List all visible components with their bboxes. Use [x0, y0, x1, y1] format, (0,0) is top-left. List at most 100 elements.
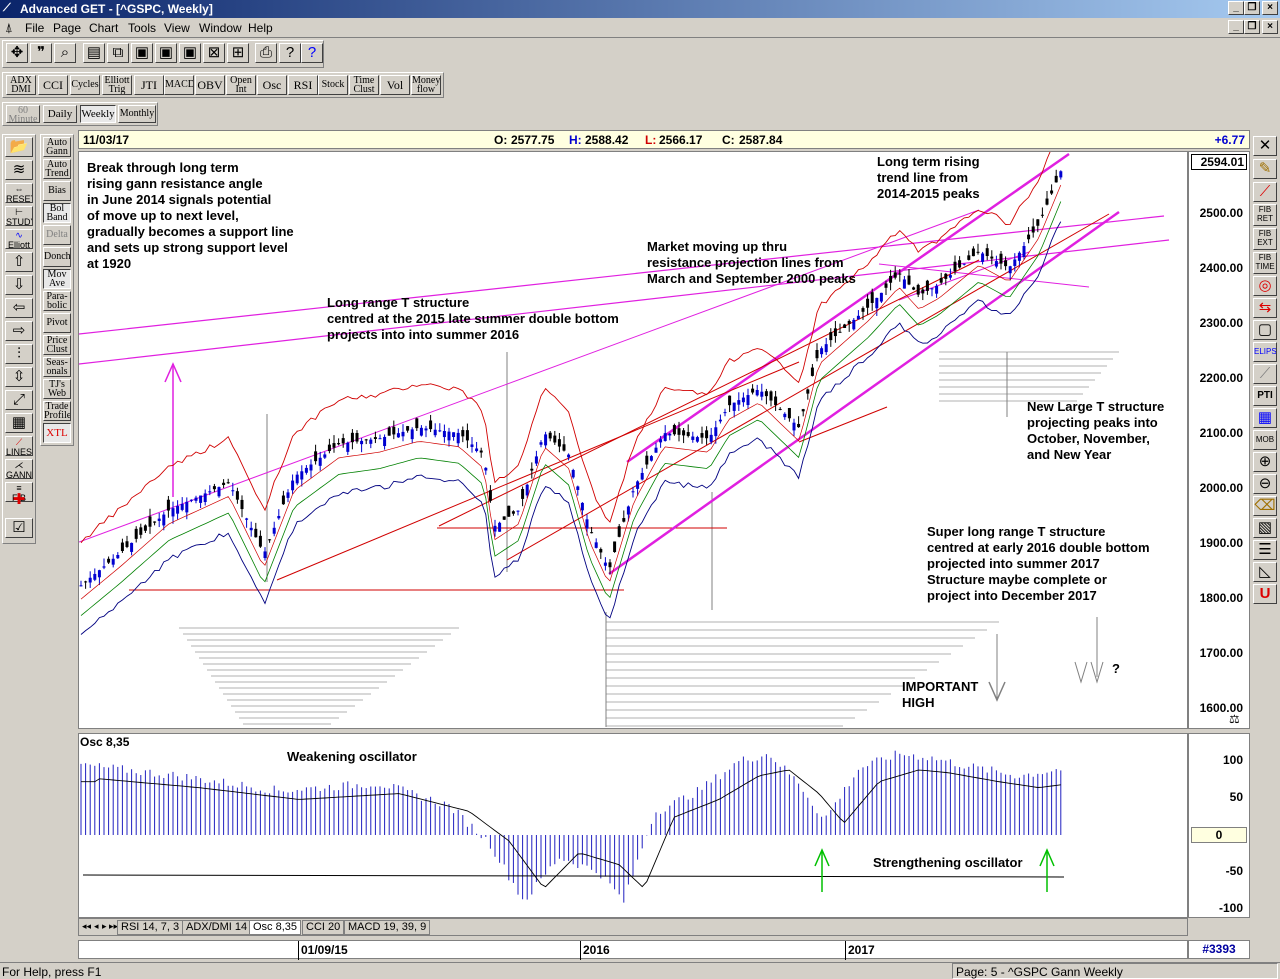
pencil-icon[interactable]: ✎: [1253, 159, 1277, 179]
close-button[interactable]: ×: [1262, 1, 1278, 15]
open-folder-icon[interactable]: 📂: [5, 137, 33, 157]
price-axis[interactable]: 2594.01 2500.00 2400.00 2300.00 2200.00 2100…: [1188, 151, 1250, 729]
grid-blue-icon[interactable]: ▦: [1253, 408, 1277, 428]
eraser-icon[interactable]: ⌫: [1253, 496, 1277, 516]
window-a-icon[interactable]: ▣: [131, 43, 153, 63]
context-help-icon[interactable]: ?: [301, 43, 323, 63]
study-cycles-button[interactable]: Cycles: [70, 75, 100, 95]
tab-osc[interactable]: Osc 8,35: [249, 920, 302, 935]
grid-icon[interactable]: ▦: [5, 413, 33, 433]
study-stock-button[interactable]: Stock: [318, 75, 348, 95]
study-time-clust-button[interactable]: Time Clust: [349, 75, 379, 95]
reset-button[interactable]: ⇔RESET: [5, 183, 33, 203]
study-bol-band[interactable]: Bol Band: [43, 203, 71, 223]
line-draw-icon[interactable]: ⟋: [1253, 182, 1277, 202]
study-auto-trend[interactable]: Auto Trend: [43, 159, 71, 179]
copy-icon[interactable]: ⧉: [107, 43, 129, 63]
timeframe-daily[interactable]: Daily: [43, 105, 77, 123]
study-bias[interactable]: Bias: [43, 181, 71, 201]
timeframe-monthly[interactable]: Monthly: [118, 105, 156, 123]
brush-icon[interactable]: ⟋: [1253, 364, 1277, 384]
tab-rsi[interactable]: RSI 14, 7, 3: [117, 920, 184, 935]
print-icon[interactable]: ⎙: [255, 43, 277, 63]
zoom-out-icon[interactable]: ⊖: [1253, 474, 1277, 494]
menu-page[interactable]: Page: [53, 21, 82, 35]
restore-button[interactable]: ❐: [1244, 1, 1260, 15]
timeframe-60-minute[interactable]: 60 Minute: [6, 105, 40, 123]
study-money-flow-button[interactable]: Money flow: [411, 75, 441, 95]
elliott-tool-button[interactable]: ∿ Elliott: [5, 229, 33, 249]
study-xtl[interactable]: XTL: [43, 423, 71, 443]
timeframe-weekly[interactable]: Weekly: [80, 105, 116, 123]
study-adx-button[interactable]: ADX DMI: [6, 75, 36, 95]
tab-scroll-first-icon[interactable]: ◂◂: [82, 921, 92, 931]
axis-gann-icon[interactable]: ⚖: [1229, 712, 1240, 726]
properties-icon[interactable]: ☑: [5, 518, 33, 538]
menu-help[interactable]: Help: [248, 21, 273, 35]
minimize-button[interactable]: _: [1228, 1, 1244, 15]
arrow-down-icon[interactable]: ⇩: [5, 275, 33, 295]
study-elliott-trig-button[interactable]: Elliott Trig: [102, 75, 132, 95]
gann-tool-button[interactable]: ⋌ GANN: [5, 459, 33, 479]
study-auto-gann[interactable]: Auto Gann: [43, 137, 71, 157]
menu-view[interactable]: View: [164, 21, 190, 35]
tab-scroll-right-icon[interactable]: ▸: [102, 921, 107, 931]
tab-scroll-left-icon[interactable]: ◂: [94, 921, 99, 931]
tab-adx-dmi[interactable]: ADX/DMI 14: [182, 920, 252, 935]
study-mov-ave[interactable]: Mov Ave: [43, 269, 71, 289]
scale-icon[interactable]: ⇳: [5, 367, 33, 387]
zoom-icon[interactable]: ⌕: [54, 43, 76, 63]
doc-restore-button[interactable]: ❐: [1244, 20, 1260, 34]
study-parabolic[interactable]: Para-bolic: [43, 291, 71, 311]
arrow-right-icon[interactable]: ⇨: [5, 321, 33, 341]
grid-icon[interactable]: ⊞: [227, 43, 249, 63]
pattern-icon[interactable]: ▧: [1253, 518, 1277, 538]
lines-tool-button[interactable]: ⟋ LINES: [5, 436, 33, 456]
study-donch[interactable]: Donch: [43, 247, 71, 267]
crosshair-icon[interactable]: ✚: [12, 491, 26, 508]
doc-close-button[interactable]: ×: [1262, 20, 1278, 34]
window-b-icon[interactable]: ▣: [155, 43, 177, 63]
fib-ret-button[interactable]: FIB RET: [1253, 204, 1277, 226]
doc-minimize-button[interactable]: _: [1228, 20, 1244, 34]
study-trade-profile[interactable]: Trade Profile: [43, 401, 71, 421]
study-rsi-button[interactable]: RSI: [288, 75, 318, 95]
zoom-in-icon[interactable]: ⊕: [1253, 452, 1277, 472]
study-seasonals[interactable]: Seas-onals: [43, 357, 71, 377]
study-pivot[interactable]: Pivot: [43, 313, 71, 333]
fib-time-button[interactable]: FIB TIME: [1253, 252, 1277, 274]
study-obv-button[interactable]: OBV: [195, 75, 225, 95]
menu-tools[interactable]: Tools: [128, 21, 157, 35]
arrow-left-icon[interactable]: ⇦: [5, 298, 33, 318]
window-c-icon[interactable]: ▣: [179, 43, 201, 63]
tab-cci[interactable]: CCI 20: [302, 920, 345, 935]
elips-button[interactable]: ELIPS: [1253, 342, 1277, 362]
menu-file[interactable]: File: [25, 21, 45, 35]
tab-scroll-last-icon[interactable]: ▸▸: [109, 921, 119, 931]
tab-macd[interactable]: MACD 19, 39, 9: [344, 920, 431, 935]
fit-icon[interactable]: ⤢: [5, 390, 33, 410]
oscillator-panel[interactable]: Osc 8,35 Weakening oscillator Strengthen…: [78, 733, 1188, 918]
arrow-up-icon[interactable]: ⇧: [5, 252, 33, 272]
bars-icon[interactable]: ⫶: [5, 344, 33, 364]
fib-ext-button[interactable]: FIB EXT: [1253, 228, 1277, 250]
study-cci-button[interactable]: CCI: [38, 75, 68, 95]
fib-circle-icon[interactable]: ◎: [1253, 276, 1277, 296]
quote-icon[interactable]: ❞: [30, 43, 52, 63]
study-vol-button[interactable]: Vol: [380, 75, 410, 95]
menu-window[interactable]: Window: [199, 21, 242, 35]
fib-tool-button[interactable]: ≡ FIB: [5, 482, 33, 502]
study-osc-button[interactable]: Osc: [257, 75, 287, 95]
triangle-icon[interactable]: ◺: [1253, 562, 1277, 582]
grid-x-icon[interactable]: ⊠: [203, 43, 225, 63]
pti-button[interactable]: PTI: [1253, 386, 1277, 406]
arrows-icon[interactable]: ⇆: [1253, 298, 1277, 318]
page-icon[interactable]: ▤: [83, 43, 105, 63]
study-delta[interactable]: Delta: [43, 225, 71, 245]
mob-button[interactable]: MOB: [1253, 430, 1277, 450]
study-tool-button[interactable]: ⊢STUDY: [5, 206, 33, 226]
study-open-int-button[interactable]: Open Int: [226, 75, 256, 95]
help-icon[interactable]: ?: [279, 43, 301, 63]
study-tjs-web[interactable]: TJ's Web: [43, 379, 71, 399]
box-icon[interactable]: ▢: [1253, 320, 1277, 340]
